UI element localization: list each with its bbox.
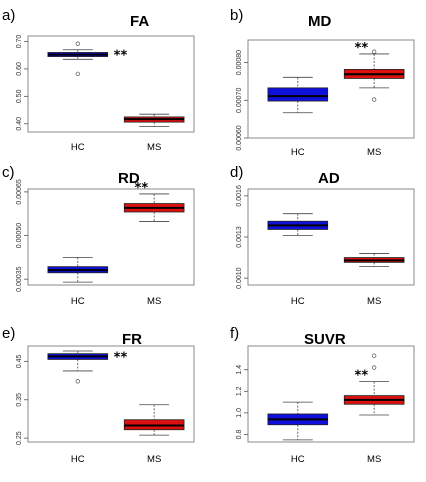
y-tick-label: 0.00065 xyxy=(16,179,23,204)
plot-frame xyxy=(27,345,195,443)
significance-marker: ** xyxy=(355,41,369,56)
y-tick-label: 0.00070 xyxy=(236,88,243,113)
category-label: HC xyxy=(291,454,305,465)
significance-marker: ** xyxy=(355,369,369,384)
panel-suvr: f) SUVR 0.8 1.0 1.2 1.4 HC MS ** xyxy=(230,325,415,465)
outlier-point xyxy=(75,71,80,77)
y-tick-label: 0.70 xyxy=(16,35,23,49)
outlier-point xyxy=(75,41,80,46)
outlier-point xyxy=(372,97,377,102)
y-tick-label: 0.50 xyxy=(16,89,23,103)
box-hc xyxy=(47,256,109,283)
panel-ad: d) AD 0.0010 0.0013 0.0016 HC MS xyxy=(230,164,415,307)
panel-fr: e) FR 0.25 0.35 0.45 HC MS ** xyxy=(2,325,195,465)
category-label: MS xyxy=(147,142,161,153)
box-ms xyxy=(343,353,405,416)
panel-title: MD xyxy=(308,13,331,30)
y-tick-label: 0.00080 xyxy=(236,50,243,75)
panel-title: FA xyxy=(130,13,149,30)
significance-marker: ** xyxy=(114,350,128,365)
y-tick-label: 1.4 xyxy=(236,365,243,375)
category-label: HC xyxy=(71,142,85,153)
panel-letter: b) xyxy=(230,7,243,24)
box-hc xyxy=(47,41,109,77)
category-label: MS xyxy=(367,147,381,158)
y-tick-label: 0.25 xyxy=(16,431,23,445)
plot-frame xyxy=(247,345,415,443)
panel-letter: f) xyxy=(230,325,239,342)
category-label: HC xyxy=(291,296,305,307)
box-hc xyxy=(47,350,109,384)
panel-title: FR xyxy=(122,331,142,348)
y-tick-label: 1.2 xyxy=(236,386,243,396)
y-tick-label: 0.0010 xyxy=(236,267,243,289)
box-body xyxy=(267,87,329,102)
category-label: MS xyxy=(367,454,381,465)
category-label: MS xyxy=(367,296,381,307)
plot-frame xyxy=(27,188,195,286)
category-label: MS xyxy=(147,296,161,307)
y-tick-label: 0.35 xyxy=(16,393,23,407)
y-tick-label: 0.8 xyxy=(236,429,243,439)
significance-marker: ** xyxy=(114,49,128,64)
box-ms xyxy=(123,193,185,222)
box-ms xyxy=(343,49,405,102)
outlier-point xyxy=(372,49,377,54)
y-tick-label: 0.45 xyxy=(16,354,23,368)
panel-fa: a) FA 0.40 0.50 0.60 0.70 HC MS ** xyxy=(2,7,195,153)
plot-frame xyxy=(27,35,195,133)
y-tick-label: 0.00050 xyxy=(16,223,23,248)
significance-marker: ** xyxy=(135,181,149,196)
box-hc xyxy=(267,213,329,237)
category-label: HC xyxy=(291,147,305,158)
panel-title: AD xyxy=(318,170,340,187)
plot-frame xyxy=(247,39,415,139)
plot-frame xyxy=(247,188,415,286)
box-ms xyxy=(343,253,405,267)
panel-md: b) MD 0.00060 0.00070 0.00080 HC MS ** xyxy=(230,7,415,158)
y-tick-label: 0.00035 xyxy=(16,266,23,291)
panel-title: RD xyxy=(118,170,140,187)
panel-letter: e) xyxy=(2,325,15,342)
box-hc xyxy=(267,76,329,114)
category-label: HC xyxy=(71,296,85,307)
y-tick-label: 0.00060 xyxy=(236,125,243,150)
outlier-point xyxy=(372,353,377,358)
box-ms xyxy=(123,113,185,127)
category-label: MS xyxy=(147,454,161,465)
y-tick-label: 0.60 xyxy=(16,62,23,76)
panel-letter: c) xyxy=(2,164,15,181)
panel-letter: a) xyxy=(2,7,15,24)
panel-letter: d) xyxy=(230,164,243,181)
panel-rd: c) RD 0.00035 0.00050 0.00065 HC MS ** xyxy=(2,164,195,307)
y-tick-label: 0.40 xyxy=(16,117,23,131)
outlier-point xyxy=(75,379,80,384)
y-tick-label: 1.0 xyxy=(236,408,243,418)
outlier-point xyxy=(372,365,377,370)
panel-title: SUVR xyxy=(304,331,346,348)
category-label: HC xyxy=(71,454,85,465)
y-tick-label: 0.0013 xyxy=(236,226,243,248)
y-tick-label: 0.0016 xyxy=(236,185,243,207)
box-ms xyxy=(123,404,185,436)
box-hc xyxy=(267,401,329,441)
